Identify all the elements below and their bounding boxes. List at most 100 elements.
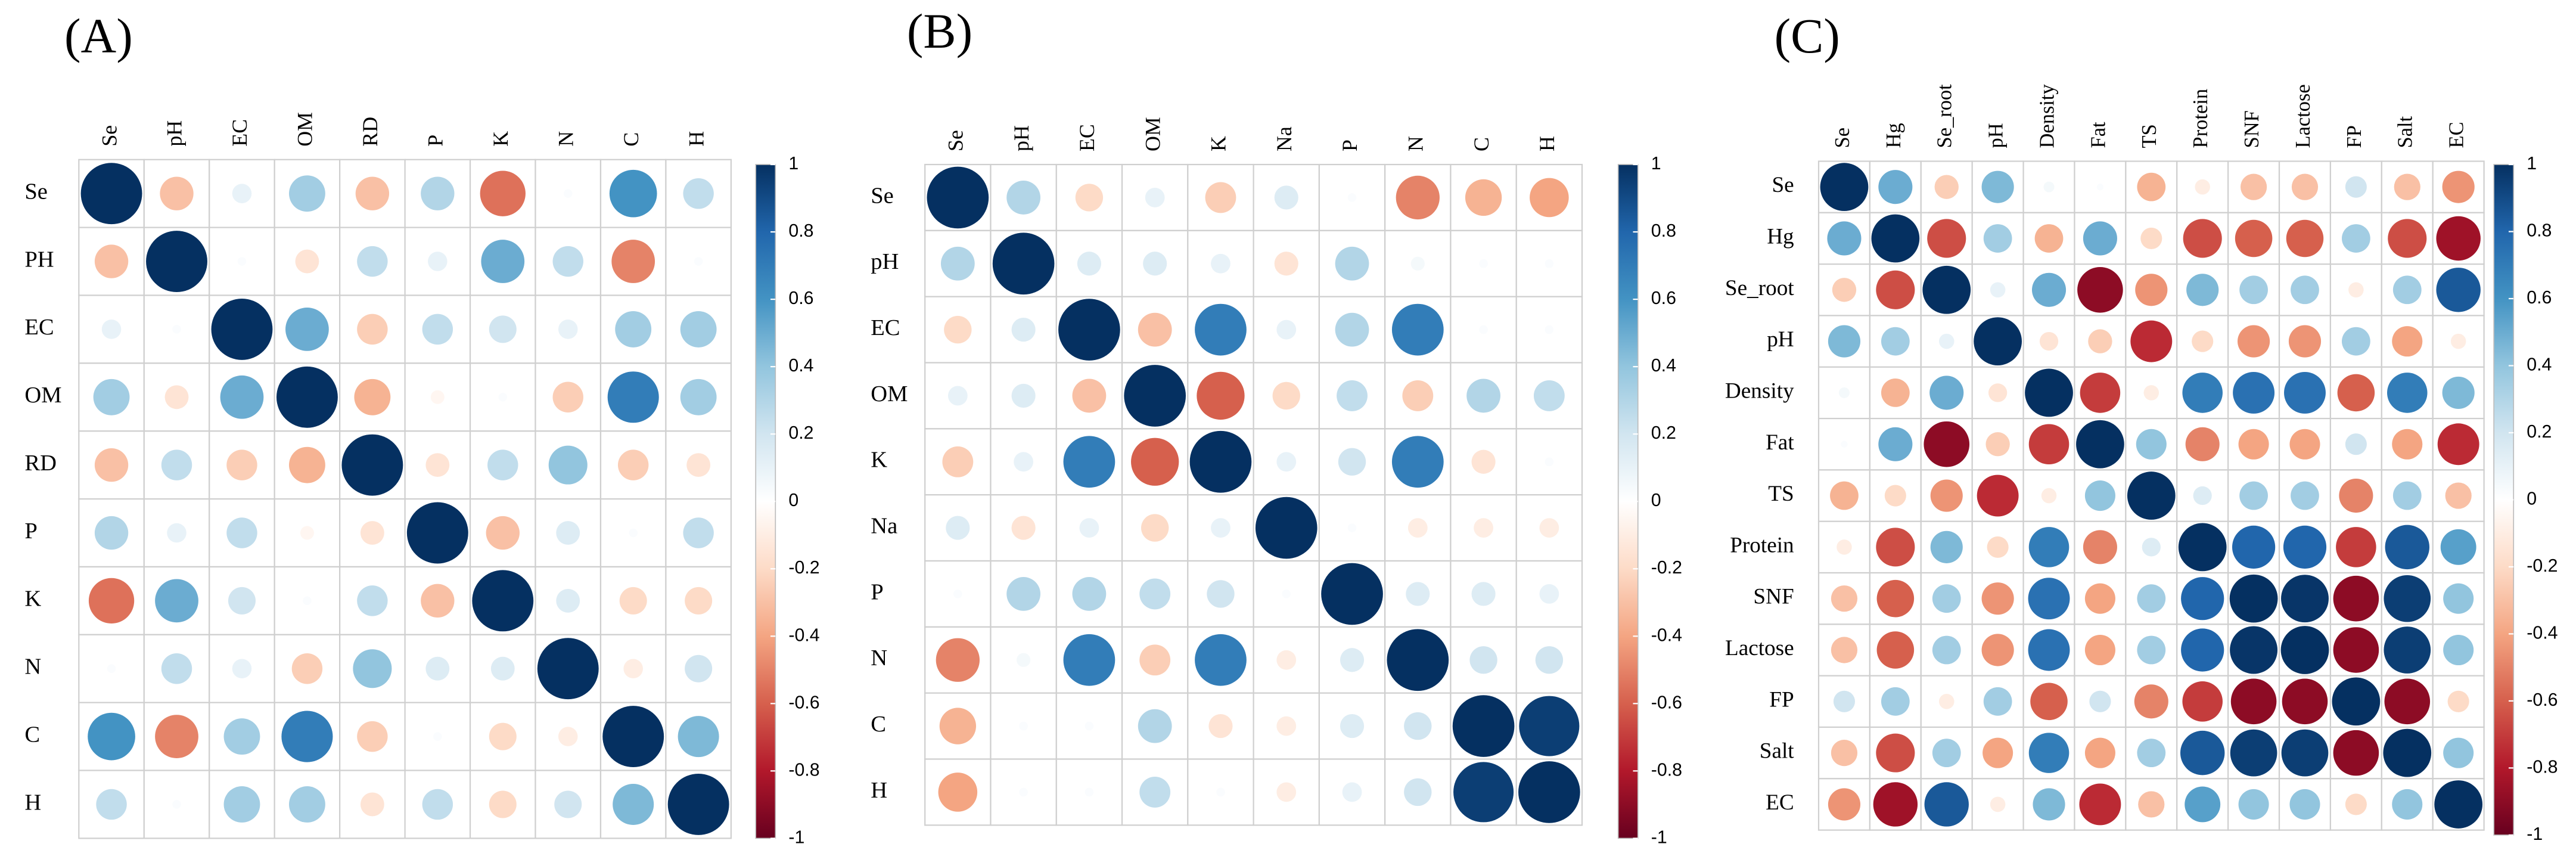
corr-circle bbox=[2083, 530, 2117, 564]
corr-circle bbox=[2384, 626, 2431, 674]
corr-circle bbox=[1402, 380, 1434, 411]
corr-circle bbox=[288, 175, 325, 212]
corr-circle bbox=[2440, 529, 2476, 565]
corr-circle bbox=[486, 516, 520, 550]
colorbar-tick-label: 0.4 bbox=[788, 356, 813, 376]
corr-circle bbox=[1282, 590, 1291, 598]
colorbar-tick-label: 1 bbox=[788, 154, 798, 173]
corr-circle bbox=[552, 246, 583, 277]
corr-circle bbox=[2192, 330, 2214, 352]
column-label: EC bbox=[228, 119, 251, 147]
corr-circle bbox=[1876, 733, 1915, 773]
corr-circle bbox=[2384, 575, 2431, 622]
column-label: pH bbox=[1985, 123, 2008, 148]
colorbar-tick-label: -1 bbox=[2527, 824, 2543, 844]
panel-title: (C) bbox=[1775, 8, 1840, 63]
corr-circle bbox=[357, 246, 388, 277]
corr-circle bbox=[1831, 637, 1858, 663]
corr-circle bbox=[2028, 629, 2070, 671]
corr-circle bbox=[2385, 525, 2429, 570]
corr-circle bbox=[1985, 432, 2010, 457]
corr-circle bbox=[1987, 536, 2009, 558]
corr-circle bbox=[1138, 709, 1172, 743]
corr-circle bbox=[425, 453, 450, 477]
corr-circle bbox=[1391, 436, 1444, 488]
corr-circle bbox=[2436, 268, 2481, 312]
corr-circle bbox=[353, 649, 392, 688]
row-label: Fat bbox=[1766, 430, 1794, 455]
corr-circle bbox=[1340, 648, 1365, 672]
corr-circle bbox=[1011, 383, 1036, 408]
corr-circle bbox=[1545, 457, 1554, 467]
corr-circle bbox=[944, 315, 972, 344]
corr-circle bbox=[2080, 373, 2121, 413]
corr-circle bbox=[232, 184, 252, 203]
corr-circle bbox=[694, 257, 703, 266]
colorbar-tick-label: 0.4 bbox=[1651, 356, 1676, 376]
corr-circle bbox=[537, 638, 599, 700]
corr-circle bbox=[1922, 265, 1971, 314]
corr-circle bbox=[1216, 787, 1225, 797]
corr-circle bbox=[160, 176, 194, 210]
corr-circle bbox=[164, 385, 189, 410]
corr-circle bbox=[1838, 387, 1850, 398]
colorbar-tick-label: -0.2 bbox=[788, 558, 819, 578]
corr-circle bbox=[2185, 786, 2221, 823]
corr-circle bbox=[2286, 219, 2324, 258]
corr-circle bbox=[1019, 787, 1028, 797]
corr-circle bbox=[1211, 253, 1230, 274]
corr-circle bbox=[1934, 175, 1959, 199]
corr-circle bbox=[2281, 729, 2329, 777]
corr-circle bbox=[1255, 497, 1317, 559]
corr-circle bbox=[1058, 299, 1120, 361]
corr-circle bbox=[1072, 379, 1107, 413]
corr-circle bbox=[556, 521, 580, 545]
corr-circle bbox=[1990, 796, 2006, 812]
corr-circle bbox=[1195, 634, 1247, 686]
corr-circle bbox=[1207, 580, 1235, 608]
corr-circle bbox=[237, 257, 247, 266]
colorbar-tick-label: 0 bbox=[788, 491, 798, 510]
corr-circle bbox=[1276, 319, 1297, 340]
corr-circle bbox=[226, 449, 257, 480]
colorbar-tick-label: -0.6 bbox=[1651, 693, 1682, 712]
corr-circle bbox=[1274, 185, 1298, 210]
corr-circle bbox=[2028, 733, 2069, 773]
corr-circle bbox=[2089, 690, 2111, 712]
colorbar-tick-label: -0.8 bbox=[2527, 757, 2558, 777]
corr-circle bbox=[2137, 635, 2166, 665]
corr-circle bbox=[146, 231, 207, 292]
corr-circle bbox=[1085, 721, 1094, 731]
corr-circle bbox=[1876, 631, 1915, 669]
corr-circle bbox=[2337, 374, 2375, 412]
corr-circle bbox=[1479, 259, 1488, 268]
corr-circle bbox=[947, 386, 968, 406]
corr-circle bbox=[1006, 181, 1041, 215]
row-label: Salt bbox=[1760, 739, 1795, 764]
colorbar-tick-label: 0.2 bbox=[1651, 423, 1676, 443]
corr-circle bbox=[1189, 430, 1252, 493]
corr-circle bbox=[2288, 325, 2322, 358]
colorbar-tick-label: -0.4 bbox=[2527, 623, 2558, 643]
row-label: H bbox=[24, 790, 41, 815]
corr-circle bbox=[2028, 424, 2069, 465]
corr-circle bbox=[1974, 317, 2022, 365]
corr-circle bbox=[2088, 329, 2112, 353]
colorbar-tick-label: 0.6 bbox=[2527, 288, 2552, 308]
corr-circle bbox=[1831, 585, 1858, 612]
corr-circle bbox=[1452, 695, 1515, 757]
corr-circle bbox=[1017, 653, 1031, 667]
corr-circle bbox=[2434, 780, 2483, 829]
corr-circle bbox=[360, 521, 384, 545]
column-label: TS bbox=[2138, 124, 2161, 148]
corr-circle bbox=[2138, 791, 2165, 818]
corr-circle bbox=[1337, 380, 1368, 411]
row-label: C bbox=[871, 712, 886, 737]
column-label: Se bbox=[97, 125, 121, 147]
corr-circle bbox=[2183, 219, 2222, 258]
corr-circle bbox=[2289, 429, 2320, 460]
corr-circle bbox=[2028, 527, 2069, 567]
corr-circle bbox=[1321, 563, 1383, 625]
corr-circle bbox=[680, 311, 717, 348]
